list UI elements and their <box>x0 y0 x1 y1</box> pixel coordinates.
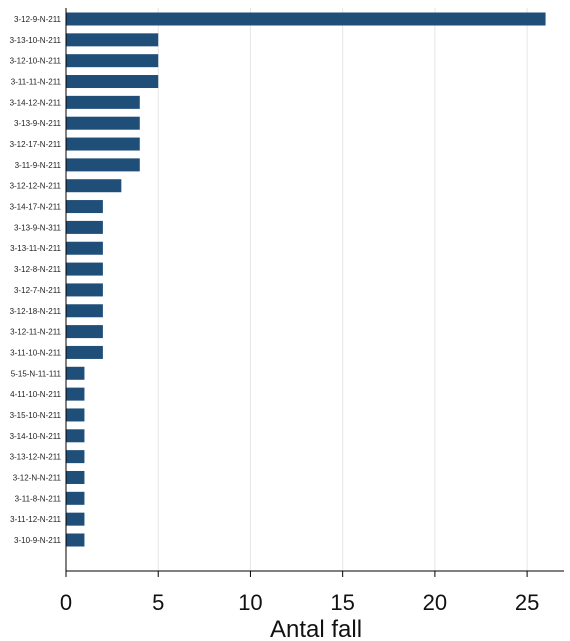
x-tick-label-0: 0 <box>60 590 72 615</box>
x-tick-label-20: 20 <box>423 590 447 615</box>
category-label: 3-15-10-N-211 <box>10 411 62 420</box>
category-label: 3-12-9-N-211 <box>14 15 62 24</box>
bar-3-12-9-N-211 <box>66 12 546 26</box>
category-label: 3-11-11-N-211 <box>11 78 62 87</box>
category-labels: 3-12-9-N-211 3-13-10-N-211 3-12-10-N-211 3-… <box>10 15 62 545</box>
category-label: 3-12-10-N-211 <box>10 57 62 66</box>
bar-3-12-12-N-211 <box>66 179 122 193</box>
bar-3-12-7-N-211 <box>66 283 103 297</box>
category-label: 3-11-9-N-211 <box>15 161 62 170</box>
category-label: 3-12-17-N-211 <box>10 140 62 149</box>
category-label: 3-13-12-N-211 <box>10 453 62 462</box>
bar-3-11-8-N-211 <box>66 491 85 505</box>
x-tick-label-10: 10 <box>238 590 262 615</box>
bar-4-11-10-N-211 <box>66 387 85 401</box>
category-label: 3-12-7-N-211 <box>14 286 62 295</box>
x-ticks: 0 5 10 15 20 25 <box>60 571 539 615</box>
category-label: 3-12-11-N-211 <box>10 328 61 337</box>
category-label: 3-12-18-N-211 <box>10 307 62 316</box>
bars <box>66 12 546 547</box>
x-tick-label-25: 25 <box>515 590 539 615</box>
category-label: 3-11-12-N-211 <box>10 515 61 524</box>
bar-3-14-10-N-211 <box>66 429 85 443</box>
category-label: 3-10-9-N-211 <box>14 536 62 545</box>
bar-3-12-11-N-211 <box>66 325 103 339</box>
category-label: 3-12-12-N-211 <box>10 182 62 191</box>
category-label: 3-13-9-N-211 <box>14 119 62 128</box>
bar-3-14-12-N-211 <box>66 95 140 109</box>
category-label: 3-14-17-N-211 <box>10 203 62 212</box>
bar-3-15-10-N-211 <box>66 408 85 422</box>
bar-3-13-10-N-211 <box>66 33 159 47</box>
bar-3-13-12-N-211 <box>66 450 85 464</box>
category-label: 3-12-N-N-211 <box>13 473 62 482</box>
category-label: 4-11-10-N-211 <box>10 390 61 399</box>
bar-5-15-N-11-111 <box>66 366 85 380</box>
bar-3-11-11-N-211 <box>66 75 159 89</box>
category-label: 3-13-10-N-211 <box>10 36 62 45</box>
bar-3-11-9-N-211 <box>66 158 140 172</box>
bar-3-12-18-N-211 <box>66 304 103 318</box>
gridlines <box>157 8 528 571</box>
category-label: 3-11-10-N-211 <box>10 348 61 357</box>
category-label: 3-12-8-N-211 <box>14 265 62 274</box>
category-label: 3-13-11-N-211 <box>10 244 61 253</box>
x-axis-title: Antal fall <box>270 616 362 641</box>
bar-3-13-11-N-211 <box>66 241 103 255</box>
bar-3-14-17-N-211 <box>66 200 103 214</box>
bar-3-13-9-N-211 <box>66 116 140 130</box>
category-label: 3-14-12-N-211 <box>10 98 62 107</box>
bar-3-12-17-N-211 <box>66 137 140 151</box>
x-tick-label-5: 5 <box>152 590 164 615</box>
bar-3-10-9-N-211 <box>66 533 85 547</box>
bar-3-12-N-N-211 <box>66 470 85 484</box>
category-label: 5-15-N-11-111 <box>11 369 62 378</box>
bar-3-12-8-N-211 <box>66 262 103 276</box>
x-tick-label-15: 15 <box>330 590 354 615</box>
bar-3-13-9-N-311 <box>66 220 103 234</box>
category-label: 3-14-10-N-211 <box>10 432 62 441</box>
category-label: 3-11-8-N-211 <box>15 494 62 503</box>
bar-3-12-10-N-211 <box>66 54 159 68</box>
bar-3-11-10-N-211 <box>66 345 103 359</box>
bar-3-11-12-N-211 <box>66 512 85 526</box>
category-label: 3-13-9-N-311 <box>14 223 62 232</box>
